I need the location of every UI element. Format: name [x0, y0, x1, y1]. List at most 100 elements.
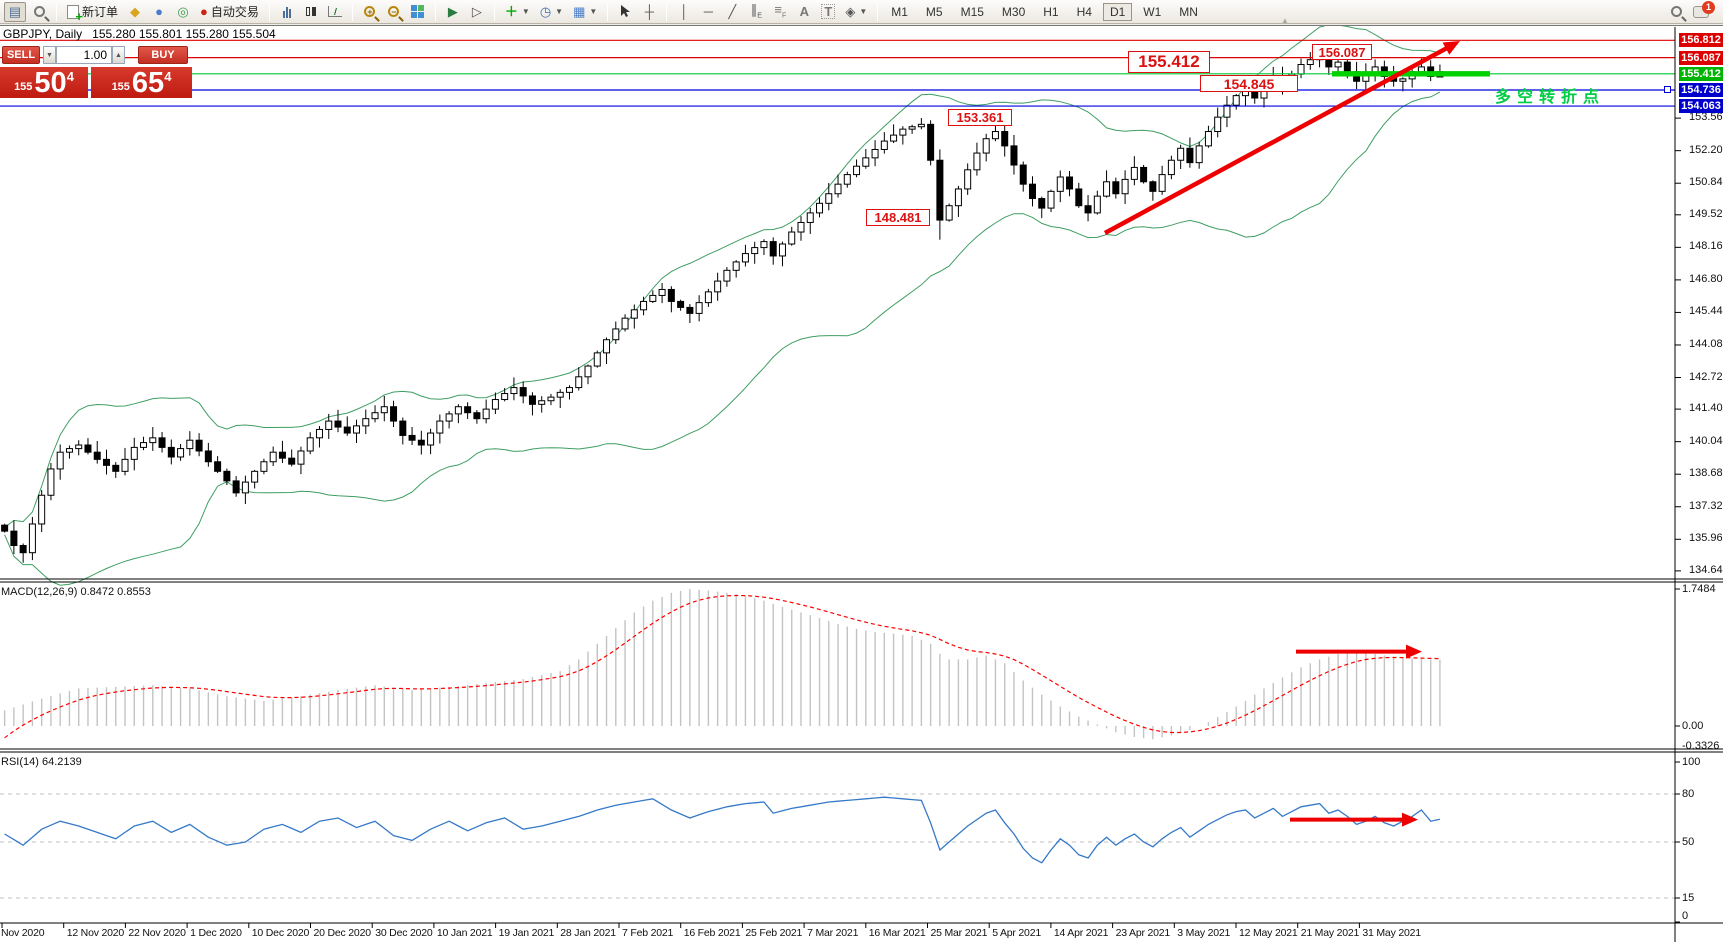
buy-button[interactable]: BUY: [138, 46, 188, 64]
sell-button[interactable]: SELL: [2, 46, 40, 64]
rsi-scale-tick[interactable]: 100: [1682, 756, 1701, 768]
chat-button[interactable]: 1: [1689, 0, 1715, 22]
price-annotation-label[interactable]: 153.361: [948, 109, 1012, 126]
text-button[interactable]: A: [793, 2, 815, 22]
price-scale-tick[interactable]: 134.640: [1689, 563, 1723, 576]
templates-dropdown[interactable]: ▦ ▼: [569, 2, 601, 22]
search-button[interactable]: [1665, 2, 1687, 22]
price-annotation-label[interactable]: 148.481: [866, 209, 930, 226]
bar-chart-button[interactable]: [276, 2, 298, 22]
volume-up-button[interactable]: ▲: [112, 46, 125, 64]
timeframe-mn[interactable]: MN: [1179, 4, 1198, 19]
timeframe-m5[interactable]: M5: [925, 4, 943, 19]
buy-price-panel[interactable]: 155 65 4: [91, 67, 192, 98]
date-axis-label[interactable]: 1 Dec 2020: [190, 927, 242, 939]
date-axis-label[interactable]: 22 Nov 2020: [128, 927, 186, 939]
cursor-button[interactable]: [614, 2, 636, 22]
metaeditor-button[interactable]: ●: [148, 2, 170, 22]
price-scale-tick[interactable]: 149.520: [1689, 207, 1723, 220]
date-axis-label[interactable]: 23 Apr 2021: [1115, 927, 1171, 939]
sell-price-panel[interactable]: 155 50 4: [0, 67, 88, 98]
date-axis-label[interactable]: 30 Dec 2020: [375, 927, 433, 939]
price-scale-tick[interactable]: 140.040: [1689, 434, 1723, 447]
text-label-button[interactable]: T: [817, 2, 839, 22]
price-scale-tick[interactable]: 148.160: [1689, 240, 1723, 253]
new-order-button[interactable]: 新订单: [63, 2, 122, 24]
arrows-dropdown[interactable]: ◈ ▼: [841, 2, 871, 22]
date-axis-label[interactable]: 25 Feb 2021: [745, 927, 803, 939]
date-axis-label[interactable]: 21 May 2021: [1300, 927, 1360, 939]
market-button[interactable]: ◆: [124, 2, 146, 22]
price-scale-tick[interactable]: 146.800: [1689, 272, 1723, 285]
price-scale-tick[interactable]: 142.720: [1689, 370, 1723, 383]
price-scale-tick[interactable]: 144.080: [1689, 337, 1723, 350]
vertical-line-button[interactable]: │: [673, 2, 695, 22]
date-axis-label[interactable]: 10 Jan 2021: [436, 927, 493, 939]
line-chart-button[interactable]: [324, 2, 346, 22]
line-selection-handle[interactable]: [1664, 85, 1671, 93]
indicators-dropdown[interactable]: ＋ ▼: [501, 2, 534, 22]
new-chart-button[interactable]: ▤: [4, 1, 26, 22]
autotrading-button[interactable]: ● 自动交易: [196, 2, 263, 22]
date-axis-label[interactable]: 28 Jan 2021: [560, 927, 616, 939]
date-axis-label[interactable]: 7 Mar 2021: [807, 927, 859, 939]
date-axis-label[interactable]: 7 Feb 2021: [622, 927, 674, 939]
date-axis-label[interactable]: 10 Dec 2020: [251, 927, 310, 939]
volume-input[interactable]: 1.00: [56, 46, 112, 64]
price-scale-tick[interactable]: 152.200: [1689, 143, 1723, 156]
rsi-scale-tick[interactable]: 15: [1682, 892, 1695, 904]
splitter-handle-icon[interactable]: ▲: [1281, 16, 1289, 25]
rsi-scale-tick[interactable]: 80: [1682, 788, 1695, 800]
periods-dropdown[interactable]: ◷ ▼: [536, 2, 567, 22]
crosshair-button[interactable]: ┼: [638, 2, 660, 22]
date-axis-label[interactable]: 3 May 2021: [1177, 927, 1231, 939]
timeframe-h1[interactable]: H1: [1043, 4, 1059, 19]
timeframe-m15[interactable]: M15: [960, 4, 984, 19]
date-axis-label[interactable]: 16 Mar 2021: [868, 927, 926, 939]
zoom-in-button[interactable]: +: [359, 2, 381, 22]
auto-scroll-button[interactable]: ▶: [442, 2, 464, 22]
price-scale-tick[interactable]: 135.960: [1689, 532, 1723, 545]
date-axis-label[interactable]: 20 Dec 2020: [313, 927, 372, 939]
trend-note-text[interactable]: 多空转折点: [1495, 89, 1606, 106]
timeframe-h4[interactable]: H4: [1076, 4, 1092, 19]
date-axis-label[interactable]: 12 May 2021: [1239, 927, 1298, 939]
tile-windows-button[interactable]: [407, 2, 429, 22]
date-axis-label[interactable]: Nov 2020: [1, 927, 45, 939]
date-axis-label[interactable]: 14 Apr 2021: [1053, 927, 1109, 939]
fibonacci-button[interactable]: ≡F: [769, 2, 791, 22]
macd-scale-tick[interactable]: 0.00: [1682, 720, 1704, 732]
date-axis-label[interactable]: 19 Jan 2021: [498, 927, 555, 939]
chart-canvas[interactable]: [0, 26, 1723, 945]
volume-down-button[interactable]: ▼: [43, 46, 56, 64]
price-scale-tick[interactable]: 141.400: [1689, 402, 1723, 415]
rsi-scale-tick[interactable]: 50: [1682, 836, 1695, 848]
macd-scale-tick[interactable]: 1.7484: [1682, 583, 1716, 595]
date-axis-label[interactable]: 12 Nov 2020: [66, 927, 125, 939]
price-scale-tick[interactable]: 137.320: [1689, 499, 1723, 512]
trendline-button[interactable]: ╱: [721, 2, 743, 22]
zoom-out-button[interactable]: −: [383, 2, 405, 22]
date-axis-label[interactable]: 16 Feb 2021: [683, 927, 741, 939]
price-scale-tick[interactable]: 145.440: [1689, 305, 1723, 318]
profiles-button[interactable]: [28, 2, 50, 22]
price-scale-tick[interactable]: 138.680: [1689, 467, 1723, 480]
timeframe-w1[interactable]: W1: [1143, 4, 1162, 19]
timeframe-m1[interactable]: M1: [891, 4, 908, 19]
date-axis-label[interactable]: 5 Apr 2021: [992, 927, 1041, 939]
price-scale-tick[interactable]: 153.560: [1689, 111, 1723, 124]
price-annotation-label[interactable]: 156.087: [1312, 44, 1372, 60]
horizontal-line-button[interactable]: ─: [697, 2, 719, 22]
date-axis-label[interactable]: 31 May 2021: [1362, 927, 1421, 939]
timeframe-m30[interactable]: M30: [1001, 4, 1026, 19]
price-scale-tick[interactable]: 150.840: [1689, 176, 1723, 189]
macd-scale-tick[interactable]: -0.3326: [1682, 740, 1720, 752]
candlestick-button[interactable]: [300, 2, 322, 22]
chart-shift-button[interactable]: ▷: [466, 2, 488, 22]
price-annotation-label[interactable]: 155.412: [1128, 51, 1210, 73]
timeframe-d1[interactable]: D1: [1102, 2, 1133, 21]
price-annotation-label[interactable]: 154.845: [1200, 75, 1298, 92]
channel-button[interactable]: ∥E: [745, 2, 767, 22]
rsi-scale-tick[interactable]: 0: [1682, 910, 1689, 922]
signals-button[interactable]: ◎: [172, 2, 194, 22]
